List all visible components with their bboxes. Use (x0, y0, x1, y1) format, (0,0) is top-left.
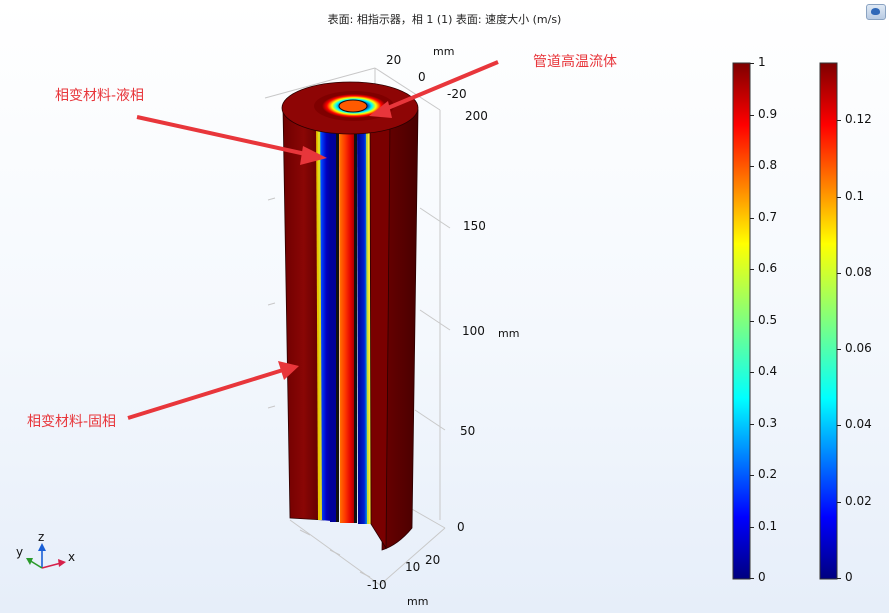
colorbar-tick-mark (837, 120, 841, 121)
colorbar-tick-label: 0.04 (845, 417, 872, 431)
colorbar-tick-label: 0.8 (758, 158, 778, 172)
colorbar-tick-label: 0.08 (845, 265, 872, 279)
colorbar-tick-label: 0.9 (758, 107, 778, 121)
colorbar-tick-mark (837, 578, 841, 579)
colorbar-tick-label: 0.2 (758, 467, 778, 481)
colorbar-tick-mark (837, 425, 841, 426)
colorbar-tick-label: 1 (758, 55, 766, 69)
colorbar-tick-label: 0.3 (758, 416, 778, 430)
colorbar-tick-label: 0.1 (845, 189, 865, 203)
x-axis-unit: mm (407, 595, 429, 608)
colorbar-tick-mark (837, 349, 841, 350)
colorbar-tick-mark (750, 218, 754, 219)
colorbar-tick-mark (837, 273, 841, 274)
triad-y-label: y (16, 545, 24, 559)
y-axis-unit: mm (433, 45, 455, 58)
y-tick-label: 0 (418, 70, 426, 84)
y-tick-label: 20 (386, 53, 402, 67)
colorbar-tick-label: 0.12 (845, 112, 872, 126)
colorbar-phase (732, 62, 751, 580)
colorbar-tick-label: 0.7 (758, 210, 778, 224)
colorbar-tick-mark (750, 578, 754, 579)
z-tick-label: 150 (463, 219, 486, 233)
colorbar-tick-mark (837, 502, 841, 503)
z-axis-unit: mm (498, 327, 520, 340)
colorbar-tick-mark (750, 63, 754, 64)
annotation-arrows (127, 60, 499, 420)
z-tick-label: 0 (457, 520, 465, 534)
plot-title: 表面: 相指示器，相 1 (1) 表面: 速度大小 (m/s) (327, 13, 562, 26)
y-tick-label: -20 (447, 87, 467, 101)
colorbar-tick-mark (837, 197, 841, 198)
colorbar-tick-label: 0.6 (758, 261, 778, 275)
z-tick-label: 50 (460, 424, 476, 438)
colorbar-tick-mark (750, 424, 754, 425)
colorbar-tick-mark (750, 475, 754, 476)
triad-z-label: z (38, 530, 45, 544)
z-tick-label: 200 (465, 109, 488, 123)
colorbar-tick-label: 0.1 (758, 519, 778, 533)
label-solid-phase: 相变材料-固相 (27, 414, 117, 430)
colorbar-velocity (819, 62, 838, 580)
logo-icon[interactable] (866, 4, 886, 20)
axes-wireframe (264, 67, 451, 586)
x-tick-label: 10 (405, 560, 421, 574)
colorbar-tick-mark (750, 166, 754, 167)
colorbar-tick-label: 0 (758, 570, 766, 584)
label-pipe-fluid: 管道高温流体 (533, 54, 617, 70)
colorbar-tick-mark (750, 321, 754, 322)
x-tick-label: 20 (425, 553, 441, 567)
axis-triad (26, 543, 66, 569)
colorbar-tick-label: 0.5 (758, 313, 778, 327)
label-liquid-phase: 相变材料-液相 (55, 88, 145, 104)
colorbar-tick-label: 0 (845, 570, 853, 584)
colorbar-tick-label: 0.4 (758, 364, 778, 378)
x-tick-label: -10 (367, 578, 387, 592)
triad-x-label: x (68, 550, 76, 564)
colorbar-tick-mark (750, 269, 754, 270)
colorbar-tick-mark (750, 527, 754, 528)
colorbar-tick-label: 0.02 (845, 494, 872, 508)
z-tick-label: 100 (462, 324, 485, 338)
colorbar-tick-label: 0.06 (845, 341, 872, 355)
colorbar-tick-mark (750, 372, 754, 373)
colorbar-tick-mark (750, 115, 754, 116)
